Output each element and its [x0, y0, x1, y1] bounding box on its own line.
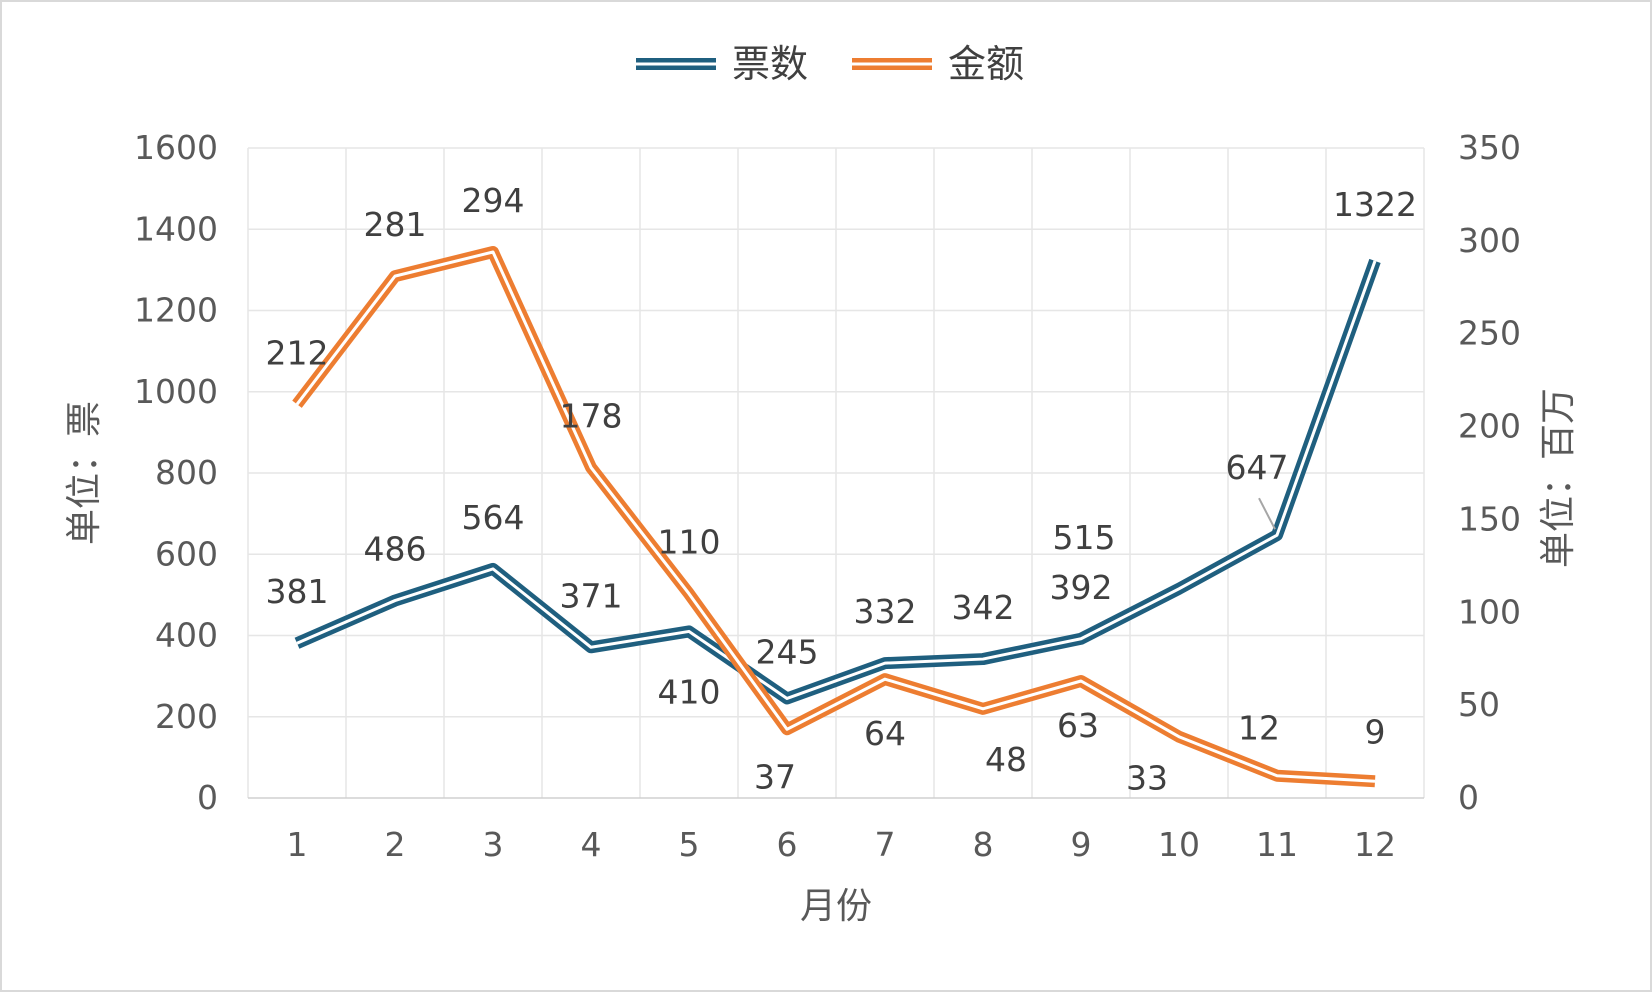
- data-label-votes: 486: [364, 530, 427, 569]
- x-tick-label: 11: [1256, 825, 1298, 864]
- y-right-tick-label: 50: [1458, 685, 1500, 724]
- data-label-votes: 1322: [1333, 185, 1417, 224]
- data-label-amount: 294: [462, 181, 525, 220]
- legend: 票数 金额: [636, 42, 1024, 86]
- data-label-amount: 37: [754, 757, 796, 796]
- y-left-tick-label: 800: [155, 453, 218, 492]
- data-label-votes: 245: [756, 632, 819, 671]
- series-line-amount-inner: [295, 250, 1376, 783]
- x-tick-label: 4: [581, 825, 602, 864]
- legend-label-votes: 票数: [732, 42, 808, 86]
- y-right-tick-label: 0: [1458, 778, 1479, 817]
- x-tick-label: 10: [1158, 825, 1200, 864]
- x-tick-label: 2: [385, 825, 406, 864]
- data-label-amount: 48: [985, 740, 1027, 779]
- x-tick-label: 7: [875, 825, 896, 864]
- data-label-votes: 647: [1226, 448, 1289, 487]
- x-tick-label: 5: [679, 825, 700, 864]
- data-label-votes: 515: [1053, 518, 1116, 557]
- leader-line: [1258, 497, 1276, 530]
- legend-label-amount: 金额: [948, 42, 1024, 86]
- y-left-tick-label: 0: [197, 778, 218, 817]
- data-label-amount: 281: [364, 205, 427, 244]
- data-label-amount: 33: [1126, 759, 1168, 798]
- y-left-tick-label: 1400: [134, 209, 218, 248]
- data-label-votes: 564: [462, 498, 525, 537]
- y-left-tick-label: 1600: [134, 128, 218, 167]
- data-label-votes: 410: [658, 672, 721, 711]
- y-right-tick-label: 100: [1458, 592, 1521, 631]
- legend-item-amount: 金额: [852, 42, 1024, 86]
- data-labels: 381 486 564 371 410 245 332 342 392 515 647 1322 212…: [266, 181, 1417, 798]
- data-label-votes: 342: [952, 588, 1015, 627]
- data-label-amount: 178: [560, 396, 623, 435]
- data-label-amount: 110: [658, 523, 721, 562]
- x-tick-label: 12: [1354, 825, 1396, 864]
- series-lines: [292, 246, 1381, 788]
- y-left-tick-label: 200: [155, 697, 218, 736]
- axes: 0 200 400 600 800 1000 1200 1400 1600 0 50 100 150 20…: [134, 128, 1521, 864]
- legend-item-votes: 票数: [636, 42, 808, 86]
- y-left-tick-label: 1200: [134, 291, 218, 330]
- data-label-amount: 212: [266, 333, 329, 372]
- data-label-amount: 9: [1365, 712, 1386, 751]
- y-right-tick-label: 150: [1458, 499, 1521, 538]
- series-line-votes-inner: [296, 260, 1377, 700]
- y-left-tick-label: 600: [155, 534, 218, 573]
- x-tick-label: 6: [777, 825, 798, 864]
- data-label-amount: 63: [1057, 706, 1099, 745]
- y-axis-right-title: 单位：百万: [1538, 388, 1579, 568]
- y-right-tick-label: 350: [1458, 128, 1521, 167]
- data-label-votes: 332: [854, 592, 917, 631]
- x-tick-label: 9: [1071, 825, 1092, 864]
- x-tick-label: 3: [483, 825, 504, 864]
- y-right-tick-label: 200: [1458, 407, 1521, 446]
- data-label-amount: 64: [864, 714, 906, 753]
- y-right-tick-label: 300: [1458, 221, 1521, 260]
- x-tick-label: 1: [287, 825, 308, 864]
- data-label-votes: 371: [560, 576, 623, 615]
- y-right-tick-label: 250: [1458, 314, 1521, 353]
- y-axis-left-title: 单位：票: [64, 401, 105, 545]
- data-label-votes: 381: [266, 572, 329, 611]
- x-tick-label: 8: [973, 825, 994, 864]
- y-left-tick-label: 1000: [134, 372, 218, 411]
- y-left-tick-label: 400: [155, 616, 218, 655]
- data-label-amount: 12: [1238, 709, 1280, 748]
- data-label-votes: 392: [1050, 568, 1113, 607]
- x-axis-title: 月份: [800, 886, 872, 927]
